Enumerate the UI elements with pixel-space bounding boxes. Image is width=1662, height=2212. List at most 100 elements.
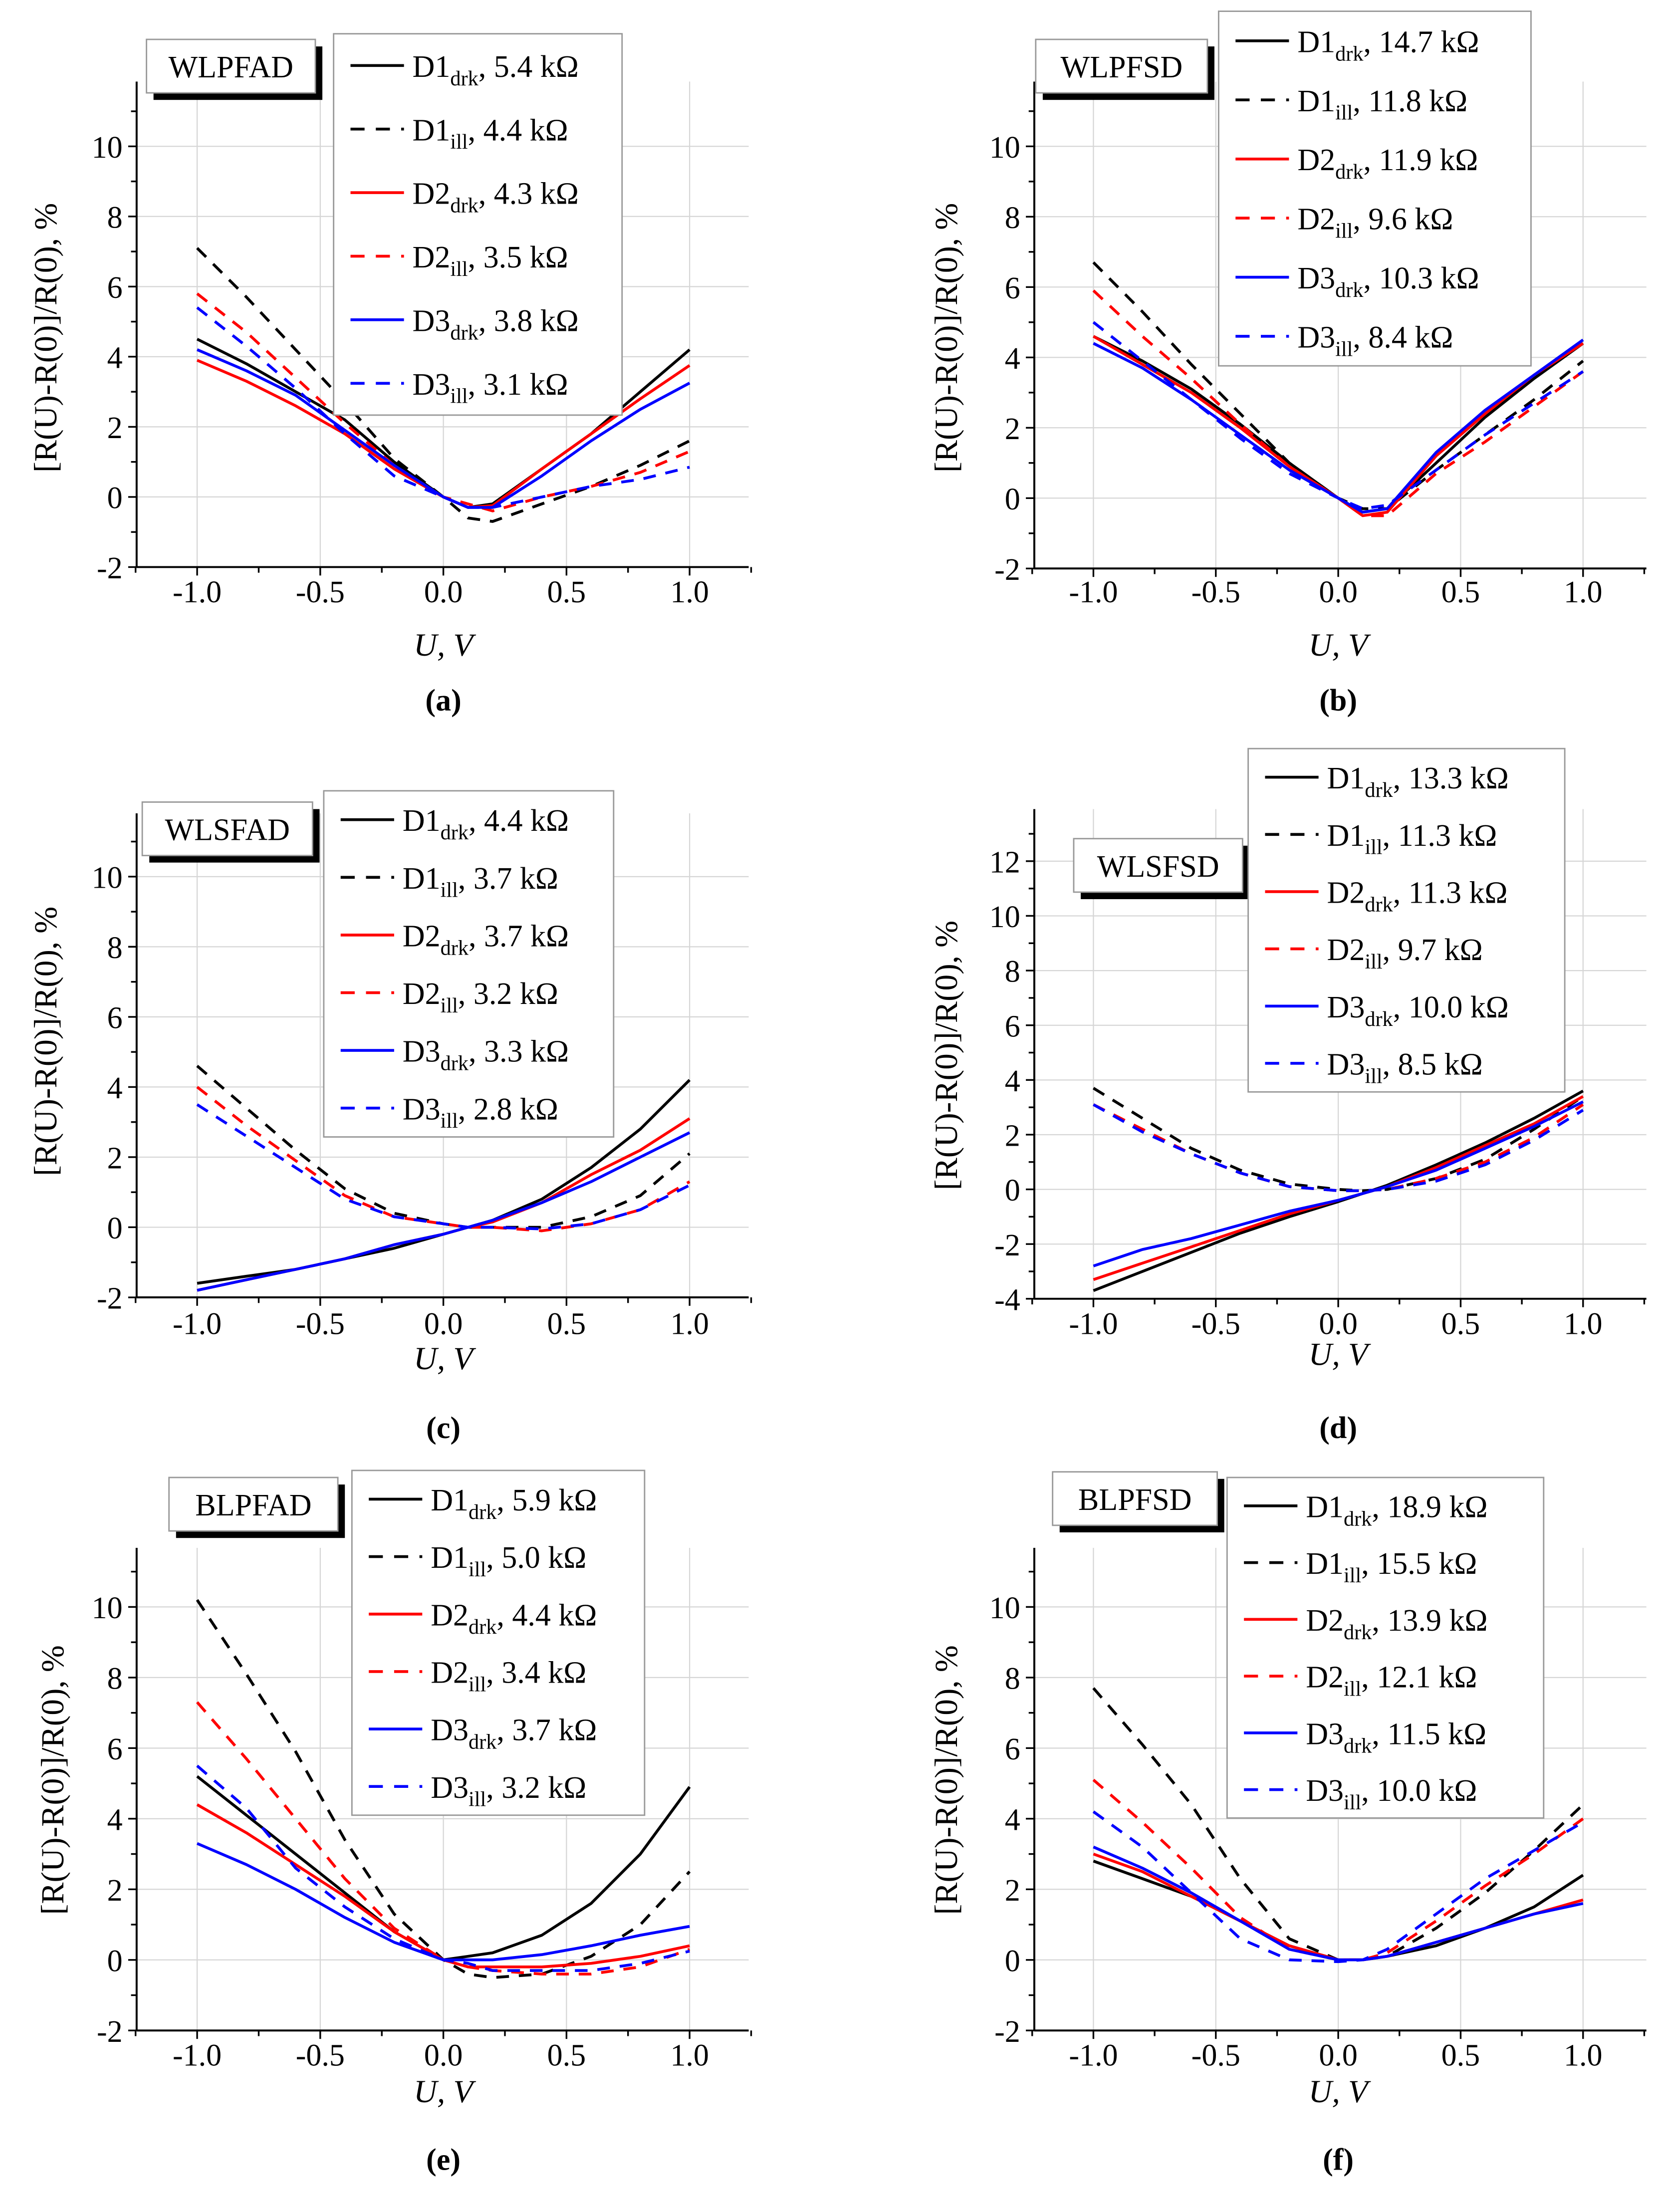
x-tick-label: -1.0 [1069, 575, 1118, 609]
legend-subscript: drk [450, 194, 478, 218]
legend-entry: D1ill, 11.8 kΩ [1297, 84, 1467, 125]
legend-entry: D1drk, 18.9 kΩ [1306, 1490, 1487, 1530]
x-tick-label: -1.0 [173, 2039, 222, 2073]
series-line-D2-drk [1093, 335, 1584, 517]
legend-value: 11.3 kΩ [1409, 876, 1508, 910]
legend-entry: D3ill, 8.4 kΩ [1297, 321, 1453, 361]
x-tick-label: 0.5 [1441, 2039, 1480, 2073]
legend-subscript: drk [469, 1500, 497, 1524]
legend-entry: D1ill, 11.3 kΩ [1327, 819, 1497, 859]
legend-separator: , [1372, 1604, 1387, 1638]
legend-value: 18.9 kΩ [1387, 1490, 1487, 1524]
legend-name: D3 [1297, 321, 1335, 355]
legend-name: D3 [403, 1092, 441, 1126]
legend-separator: , [468, 241, 483, 274]
y-tick-label: 10 [92, 861, 123, 895]
legend-separator: , [468, 113, 483, 147]
legend-value: 3.5 kΩ [483, 241, 568, 274]
y-tick-label: -2 [97, 2015, 123, 2049]
legend-separator: , [486, 1656, 501, 1690]
legend-value: 12.1 kΩ [1377, 1661, 1477, 1695]
y-tick-label: 4 [107, 1071, 123, 1105]
legend-box [1226, 1476, 1545, 1819]
legend-value: 3.2 kΩ [501, 1771, 586, 1805]
legend-separator: , [1393, 876, 1409, 910]
x-axis-label: U, V [1309, 1336, 1371, 1372]
legend-subscript: ill [450, 385, 468, 408]
legend-separator: , [458, 1092, 474, 1126]
legend-name: D2 [403, 977, 441, 1011]
x-tick-label: 1.0 [1564, 575, 1603, 609]
series-line-D3-ill [1092, 1810, 1584, 1964]
x-tick-label: 0.0 [1319, 1307, 1358, 1341]
title-box [141, 801, 313, 856]
y-tick-label: 2 [1005, 1874, 1020, 1908]
x-tick-label: -1.0 [173, 575, 222, 609]
legend-value: 8.4 kΩ [1368, 321, 1453, 355]
y-tick-label: 4 [107, 1803, 123, 1837]
y-tick-label: 6 [107, 271, 123, 305]
y-tick-label: 4 [1005, 1803, 1020, 1837]
series-line-D2-ill [1092, 289, 1584, 517]
legend-entry: D2drk, 11.3 kΩ [1327, 876, 1508, 916]
chart-title: WLPFAD [169, 50, 293, 84]
legend-subscript: ill [1344, 1791, 1361, 1814]
y-tick-label: -2 [994, 1229, 1020, 1262]
legend-name: D2 [403, 919, 441, 953]
legend-subscript: ill [1344, 1564, 1361, 1587]
legend-entry: D3ill, 3.1 kΩ [413, 368, 568, 408]
x-tick-label: 0.5 [547, 2039, 586, 2073]
legend-box [323, 790, 615, 1138]
chart-panel-e: -1.0 -0.5 0.0 0.5 1.0 -2 0 2 4 6 8 10 U, V [R(U)-R(0)… [35, 1470, 752, 2177]
legend-name: D2 [1327, 876, 1365, 910]
legend-name: D2 [1306, 1661, 1344, 1695]
legend-separator: , [469, 919, 484, 953]
legend-name: D2 [431, 1656, 469, 1690]
y-tick-label: 0 [107, 1944, 123, 1978]
legend-subscript: drk [1344, 1621, 1372, 1644]
legend-separator: , [1353, 321, 1368, 355]
legend-subscript: drk [469, 1730, 497, 1754]
legend-separator: , [1363, 261, 1379, 295]
legend-subscript: drk [450, 321, 478, 344]
title-box [168, 1476, 339, 1532]
legend-value: 13.3 kΩ [1409, 761, 1509, 795]
legend-value: 4.4 kΩ [512, 1598, 597, 1632]
legend-separator: , [468, 368, 483, 402]
series-line-D3-drk [1093, 1845, 1584, 1962]
y-tick-label: 2 [1005, 412, 1020, 446]
legend-name: D1 [413, 113, 451, 147]
legend-entry: D2ill, 9.7 kΩ [1327, 933, 1483, 974]
y-axis-label: [R(U)-R(0)]/R(0), % [28, 907, 64, 1176]
legend-subscript: drk [1365, 893, 1393, 916]
panel-label: (e) [426, 2143, 461, 2177]
y-axis-label: [R(U)-R(0)]/R(0), % [929, 921, 964, 1190]
legend-value: 11.5 kΩ [1387, 1717, 1486, 1751]
panel-label: (a) [425, 684, 461, 718]
legend-subscript: ill [469, 1788, 486, 1811]
x-tick-label: 0.0 [1319, 2039, 1358, 2073]
legend-subscript: drk [441, 1052, 469, 1075]
legend-separator: , [478, 50, 494, 84]
series-line-D3-ill [196, 1103, 691, 1230]
legend-separator: , [458, 977, 474, 1011]
legend-value: 4.3 kΩ [494, 177, 579, 211]
legend-value: 8.5 kΩ [1398, 1048, 1483, 1082]
chart-title: BLPFSD [1078, 1483, 1192, 1517]
y-tick-label: 8 [1005, 955, 1020, 989]
y-axis-label: [R(U)-R(0)]/R(0), % [929, 1645, 964, 1915]
legend-entry: D3drk, 10.3 kΩ [1297, 261, 1479, 302]
legend-name: D3 [1306, 1717, 1344, 1751]
y-tick-label: 0 [107, 1212, 123, 1245]
legend-subscript: ill [469, 1673, 486, 1696]
legend-value: 11.9 kΩ [1379, 143, 1478, 177]
y-tick-label: 4 [1005, 342, 1020, 376]
legend-separator: , [1393, 990, 1409, 1024]
legend-subscript: ill [441, 879, 458, 902]
y-tick-label: 8 [1005, 201, 1020, 235]
x-tick-label: 0.0 [424, 575, 463, 609]
x-tick-label: -0.5 [1191, 2039, 1240, 2073]
legend-subscript: ill [450, 257, 468, 281]
legend-subscript: ill [1365, 836, 1382, 859]
